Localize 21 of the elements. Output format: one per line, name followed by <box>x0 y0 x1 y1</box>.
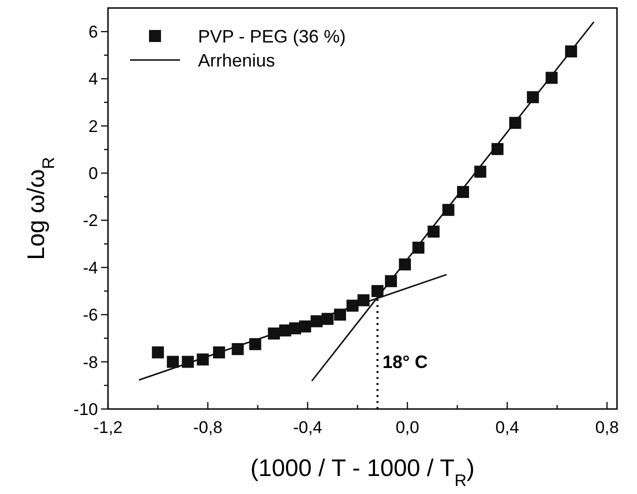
point <box>166 356 179 368</box>
point <box>152 346 164 358</box>
y-tick-label: 2 <box>88 116 98 136</box>
y-tick-label: 6 <box>88 22 98 42</box>
y-tick-label: -10 <box>73 400 98 419</box>
y-tick-label: -6 <box>82 306 98 325</box>
x-tick-label: 0,0 <box>396 418 420 437</box>
legend-label: PVP - PEG (36 %) <box>198 26 346 46</box>
y-tick-label: -4 <box>82 258 98 278</box>
y-tick-label: 0 <box>88 164 98 184</box>
x-tick-label: 0,8 <box>595 418 619 437</box>
x-axis-title: (1000 / T - 1000 / T$_{R}$) <box>250 455 475 490</box>
legend-label: Arrhenius <box>198 50 276 70</box>
x-tick-label: -0,4 <box>292 418 322 437</box>
x-tick-label: 0,4 <box>495 418 520 437</box>
ref-line-label: 18° C <box>382 352 428 372</box>
x-tick-label: -1,2 <box>93 418 123 437</box>
y-tick-label: 4 <box>88 70 98 89</box>
y-tick-label: -8 <box>82 352 98 372</box>
x-tick-label: -0,8 <box>193 418 222 437</box>
y-tick-label: -2 <box>82 211 98 230</box>
